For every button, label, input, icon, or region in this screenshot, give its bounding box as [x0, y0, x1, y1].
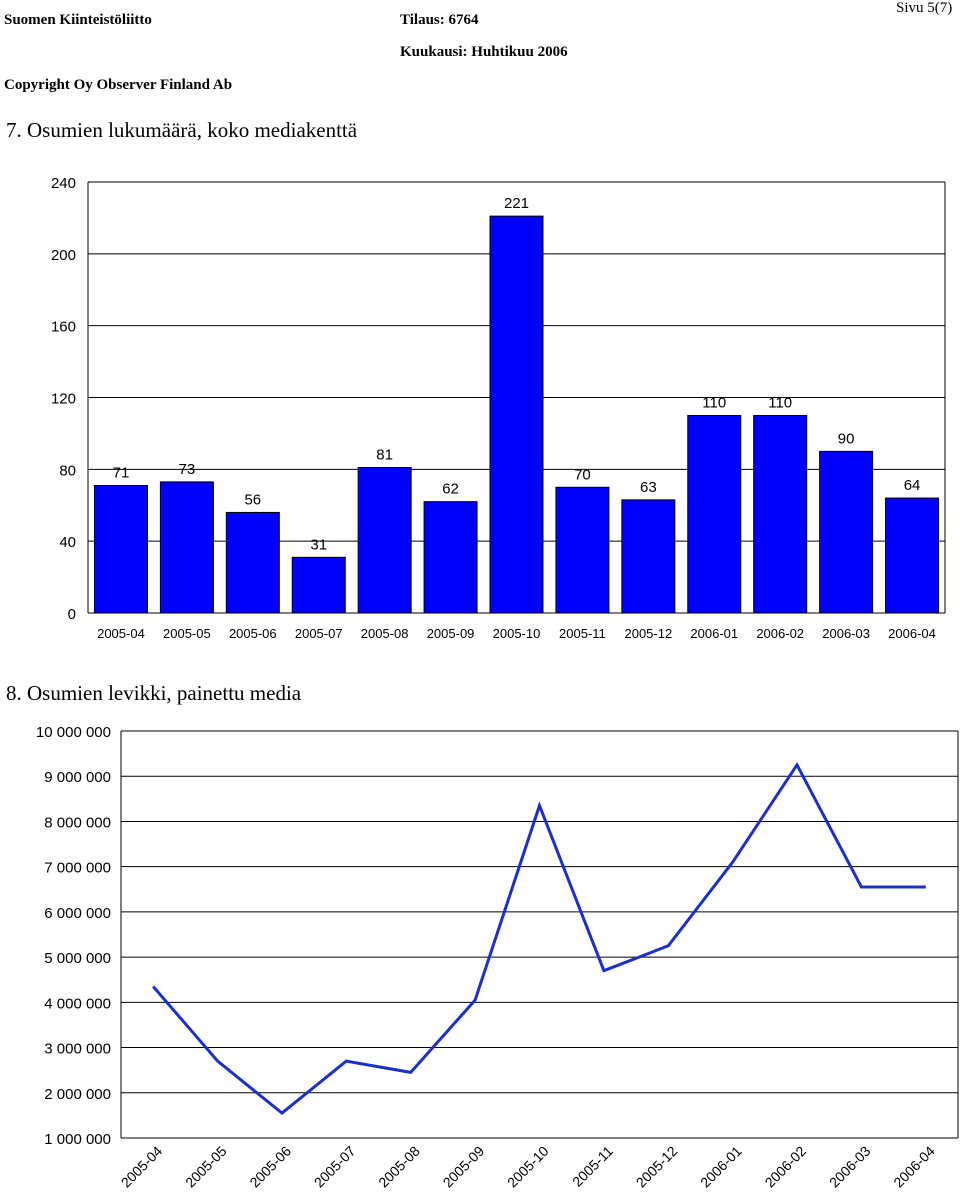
bar [291, 556, 346, 614]
y-tick-label: 4 000 000 [44, 995, 111, 1012]
bar-value-label: 73 [179, 461, 196, 478]
bar-value-label: 64 [904, 477, 921, 494]
x-tick-label: 2005-08 [361, 626, 409, 641]
x-tick-label: 2006-03 [826, 1143, 874, 1191]
y-tick-label: 2 000 000 [44, 1086, 111, 1103]
x-tick-label: 2006-01 [697, 1143, 745, 1191]
bar-value-label: 90 [838, 430, 855, 447]
y-tick-label: 8 000 000 [44, 814, 111, 831]
bar-value-label: 31 [310, 536, 327, 553]
x-tick-label: 2006-02 [756, 626, 804, 641]
bar-value-label: 110 [768, 394, 792, 411]
circulation-line [152, 761, 926, 1116]
bar-value-label: 71 [113, 464, 130, 481]
x-tick-label: 2005-11 [569, 1143, 616, 1190]
bar-value-label: 81 [376, 447, 393, 464]
company-name: Suomen Kiinteistöliitto [4, 12, 152, 28]
y-tick-label: 9 000 000 [44, 769, 111, 786]
y-tick-label: 6 000 000 [44, 905, 111, 922]
bar-value-label: 70 [574, 466, 591, 483]
x-tick-label: 2005-08 [375, 1143, 423, 1191]
y-tick-label: 7 000 000 [44, 860, 111, 877]
section-title-hits-count: 7. Osumien lukumäärä, koko mediakenttä [6, 118, 358, 142]
bar-value-label: 221 [504, 195, 529, 212]
y-tick-label: 120 [51, 391, 76, 408]
order-number: Tilaus: 6764 [400, 12, 479, 28]
bar [423, 501, 478, 614]
bar [687, 414, 742, 614]
bar [555, 486, 610, 614]
x-tick-label: 2005-07 [311, 1143, 359, 1191]
x-tick-label: 2006-01 [690, 626, 738, 641]
bar-value-label: 63 [640, 479, 657, 496]
x-tick-label: 2005-06 [229, 626, 277, 641]
x-tick-label: 2006-04 [890, 1143, 938, 1191]
y-tick-label: 1 000 000 [44, 1131, 111, 1148]
y-tick-label: 200 [51, 247, 76, 264]
x-tick-label: 2005-10 [493, 626, 541, 641]
x-tick-label: 2006-03 [822, 626, 870, 641]
bar-value-label: 56 [244, 491, 261, 508]
x-tick-label: 2005-12 [633, 1143, 681, 1191]
copyright-notice: Copyright Oy Observer Finland Ab [4, 77, 233, 93]
bar [885, 497, 940, 614]
y-tick-label: 5 000 000 [44, 950, 111, 967]
x-tick-label: 2005-07 [295, 626, 343, 641]
bar [225, 511, 280, 614]
page-number: Sivu 5(7) [896, 0, 953, 16]
bar [357, 467, 412, 614]
y-tick-label: 160 [51, 319, 76, 336]
x-tick-label: 2005-04 [118, 1143, 166, 1191]
x-tick-label: 2006-02 [762, 1143, 810, 1191]
bar [489, 215, 544, 614]
x-tick-label: 2005-04 [97, 626, 145, 641]
x-tick-label: 2005-10 [504, 1143, 552, 1191]
y-tick-label: 80 [59, 462, 76, 479]
bar [819, 450, 874, 614]
section-title-print-circulation: 8. Osumien levikki, painettu media [6, 681, 302, 705]
x-tick-label: 2005-06 [246, 1143, 294, 1191]
y-tick-label: 3 000 000 [44, 1041, 111, 1058]
x-tick-label: 2005-05 [163, 626, 211, 641]
x-tick-label: 2005-12 [624, 626, 672, 641]
bar-value-label: 62 [442, 481, 459, 498]
bar [621, 499, 676, 614]
y-tick-label: 40 [59, 534, 76, 551]
y-tick-label: 0 [68, 606, 76, 623]
bar [753, 414, 808, 614]
report-month: Kuukausi: Huhtikuu 2006 [400, 44, 568, 60]
y-tick-label: 10 000 000 [36, 724, 111, 741]
bar-value-label: 110 [702, 394, 726, 411]
bar [93, 484, 148, 614]
y-tick-label: 240 [51, 175, 76, 192]
x-tick-label: 2005-09 [427, 626, 475, 641]
x-tick-label: 2005-05 [182, 1143, 230, 1191]
x-tick-label: 2005-11 [559, 626, 606, 641]
x-tick-label: 2006-04 [888, 626, 936, 641]
x-tick-label: 2005-09 [440, 1143, 488, 1191]
bar [159, 481, 214, 614]
